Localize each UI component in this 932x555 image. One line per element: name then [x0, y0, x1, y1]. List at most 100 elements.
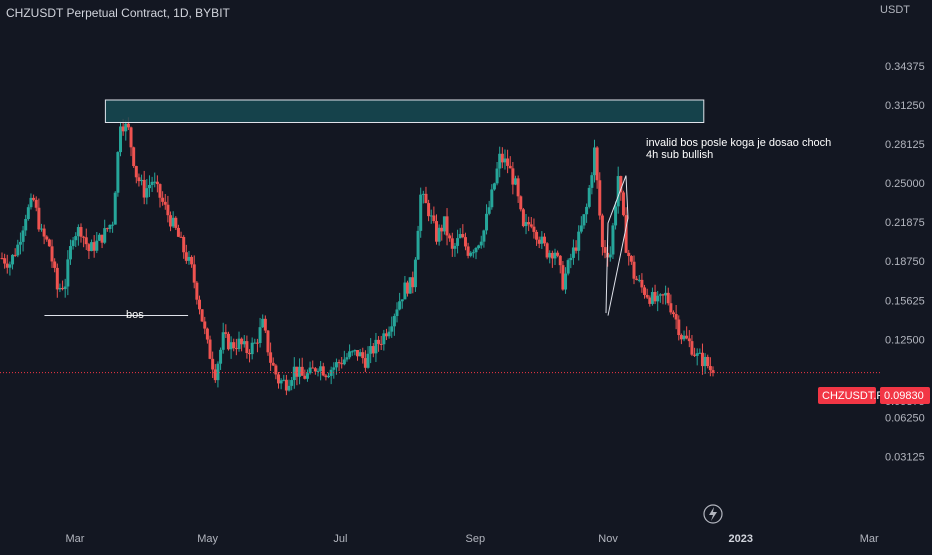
candle-body	[685, 335, 689, 339]
candle-body	[458, 234, 462, 239]
candle-body	[163, 201, 167, 205]
time-travel-icon[interactable]	[703, 504, 723, 524]
candle-body	[421, 193, 425, 195]
candle-body	[495, 168, 499, 184]
candle-body	[337, 362, 341, 364]
candle-body	[550, 252, 554, 259]
candle-body	[248, 353, 252, 355]
y-tick-label: 0.15625	[885, 295, 925, 307]
candle-body	[598, 180, 602, 216]
candle-body	[571, 247, 575, 258]
candle-body	[527, 222, 531, 225]
candle-body	[432, 215, 436, 222]
candle-body	[466, 246, 470, 256]
candle-body	[237, 338, 241, 349]
candle-body	[176, 227, 180, 237]
candle-body	[303, 375, 307, 379]
candle-body	[524, 222, 528, 227]
candle-body	[377, 339, 381, 344]
bos-label: bos	[126, 309, 144, 321]
candle-body	[390, 326, 394, 332]
candle-body	[18, 241, 22, 245]
candle-body	[648, 297, 652, 304]
trend-path[interactable]	[605, 175, 629, 316]
candle-body	[111, 224, 115, 226]
candle-body	[577, 231, 581, 251]
candle-body	[13, 254, 17, 256]
candle-body	[695, 353, 699, 356]
candle-body	[561, 265, 565, 290]
candle-body	[387, 331, 391, 337]
supply-zone-rectangle[interactable]	[104, 99, 705, 123]
candle-body	[219, 349, 223, 364]
y-axis[interactable]: 0.34375 0.31250 0.28125 0.25000 0.21875 0.187…	[885, 61, 925, 464]
price-badge-value-bg	[880, 387, 930, 404]
candle-body	[545, 243, 549, 258]
candle-body	[516, 178, 520, 197]
candle-body	[682, 335, 686, 340]
candle-body	[558, 255, 562, 266]
y-tick-label: 0.31250	[885, 100, 925, 112]
candle-body	[290, 380, 294, 386]
candle-body	[124, 123, 128, 132]
candle-body	[371, 346, 375, 354]
candle-body	[253, 342, 257, 344]
candle-body	[213, 369, 217, 381]
candle-body	[703, 356, 707, 367]
candle-body	[84, 237, 88, 245]
candle-body	[664, 292, 668, 296]
candle-body	[350, 351, 354, 353]
candle-body	[92, 242, 96, 251]
drawings-layer: bos invalid bos posle koga je dosao choc…	[44, 99, 831, 321]
candle-body	[158, 184, 162, 198]
candle-body	[361, 352, 365, 359]
candle-body	[245, 341, 249, 354]
candle-body	[406, 282, 410, 294]
candle-body	[184, 252, 188, 261]
candle-body	[537, 239, 541, 244]
candle-body	[503, 158, 507, 163]
candle-body	[232, 342, 236, 349]
candle-body	[205, 328, 209, 340]
candle-body	[611, 225, 615, 255]
candle-body	[190, 256, 194, 265]
candle-body	[461, 234, 465, 238]
candle-body	[590, 175, 594, 188]
last-price-badge[interactable]: CHZUSDT.P 0.09830	[818, 387, 930, 404]
candle-body	[566, 260, 570, 274]
candle-body	[0, 258, 4, 260]
candle-body	[374, 339, 378, 354]
candle-body	[169, 215, 173, 227]
axis-unit-label: USDT	[880, 4, 910, 16]
candle-body	[150, 181, 154, 185]
candle-body	[45, 236, 49, 240]
candle-body	[234, 348, 238, 350]
y-tick-label: 0.18750	[885, 256, 925, 268]
price-badge-value: 0.09830	[884, 390, 924, 402]
candle-body	[500, 153, 504, 163]
candle-body	[645, 294, 649, 298]
candle-body	[477, 245, 481, 248]
candle-body	[279, 380, 283, 384]
candle-body	[68, 246, 72, 260]
candle-body	[195, 282, 199, 300]
candle-body	[277, 374, 280, 384]
candle-body	[211, 358, 215, 370]
note-line-2: 4h sub bullish	[646, 149, 713, 161]
candle-body	[42, 228, 46, 237]
candle-body	[100, 234, 104, 243]
candle-body	[669, 303, 673, 313]
candle-body	[145, 188, 149, 198]
candle-body	[284, 379, 288, 391]
x-axis[interactable]: Mar May Jul Sep Nov 2023 Mar	[65, 533, 879, 545]
candle-body	[208, 339, 212, 359]
candle-body	[324, 375, 328, 378]
candle-body	[424, 193, 428, 204]
candle-body	[174, 217, 178, 228]
candle-body	[640, 279, 644, 288]
candle-body	[535, 231, 539, 240]
candle-body	[553, 252, 557, 259]
